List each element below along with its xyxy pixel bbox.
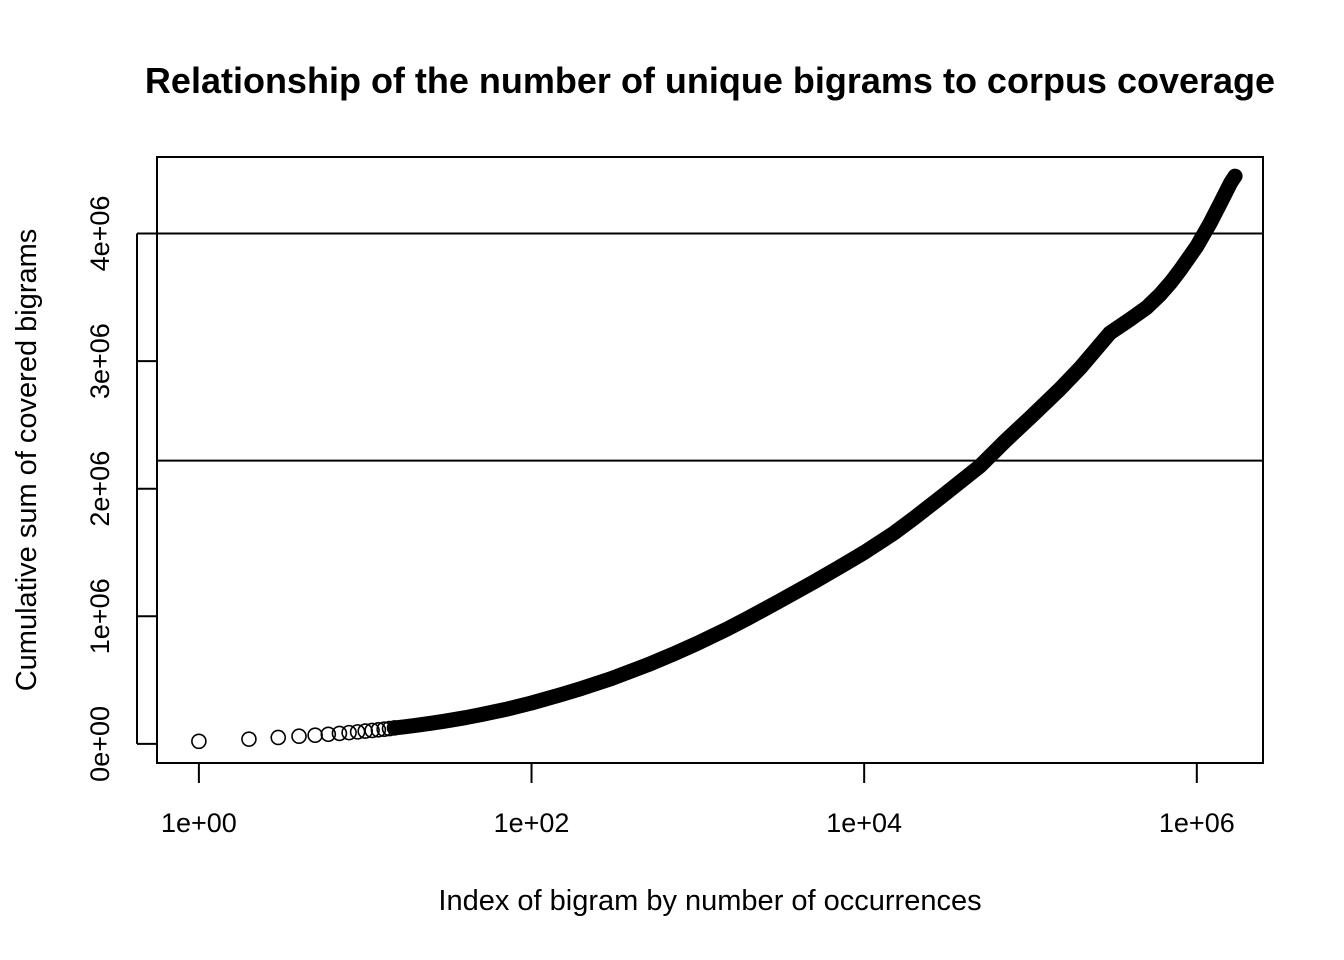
- data-point: [191, 733, 207, 750]
- data-point: [307, 727, 323, 743]
- plot-area: [157, 168, 1263, 750]
- y-tick-label-2: 2e+06: [85, 451, 115, 527]
- data-point: [270, 729, 287, 746]
- x-tick-label-3: 1e+06: [1159, 808, 1235, 838]
- data-point: [331, 725, 348, 742]
- x-tick-label-1: 1e+02: [494, 808, 570, 838]
- data-point: [370, 722, 387, 738]
- y-tick-label-0: 0e+00: [85, 706, 115, 782]
- data-series-dense: [387, 168, 1243, 736]
- x-tick-label-2: 1e+04: [826, 808, 902, 838]
- chart-title: Relationship of the number of unique big…: [145, 60, 1275, 101]
- x-axis-label: Index of bigram by number of occurrences: [438, 885, 981, 917]
- data-point: [364, 722, 380, 739]
- y-tick-label-3: 3e+06: [85, 323, 115, 399]
- data-point: [241, 731, 257, 747]
- y-axis-label: Cumulative sum of covered bigrams: [11, 229, 43, 692]
- data-point: [341, 724, 357, 741]
- y-axis: 0e+00 1e+06 2e+06 3e+06 4e+06: [85, 196, 157, 782]
- x-axis: 1e+00 1e+02 1e+04 1e+06: [161, 762, 1235, 838]
- y-tick-label-1: 1e+06: [85, 578, 115, 654]
- data-point: [291, 728, 307, 745]
- x-tick-label-0: 1e+00: [161, 808, 237, 838]
- data-point: [320, 726, 337, 743]
- y-tick-label-4: 4e+06: [85, 196, 115, 272]
